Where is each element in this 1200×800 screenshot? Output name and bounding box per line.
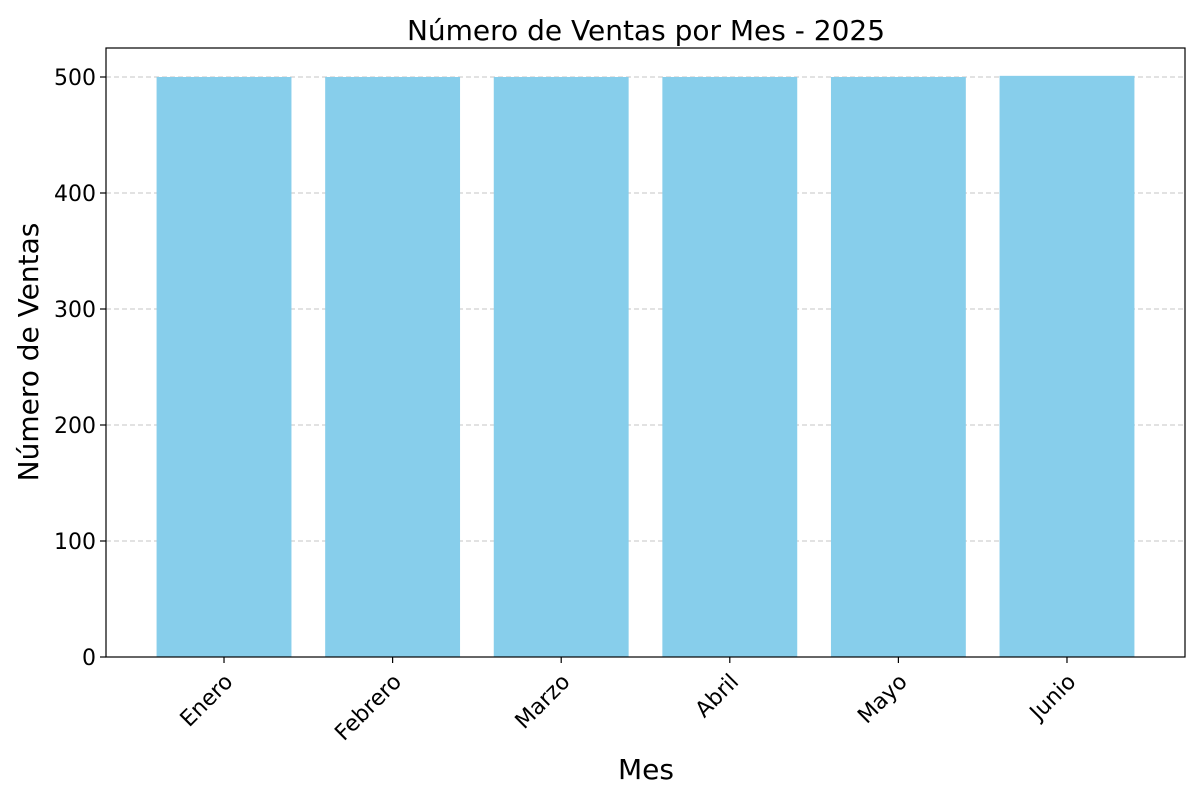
y-tick-label: 300: [54, 298, 96, 323]
chart-title: Número de Ventas por Mes - 2025: [407, 14, 885, 47]
bars: [156, 75, 1135, 658]
y-tick-label: 500: [54, 66, 96, 91]
bar-abril: [662, 77, 798, 657]
y-tick-label: 400: [54, 182, 96, 207]
x-tick-label: Abril: [691, 670, 744, 723]
x-axis-label: Mes: [618, 753, 674, 786]
y-axis-label: Número de Ventas: [12, 223, 45, 482]
bar-febrero: [325, 77, 461, 657]
x-tick-label: Junio: [1024, 670, 1081, 727]
x-tick-label: Febrero: [330, 670, 406, 746]
x-tick-label: Marzo: [511, 670, 576, 735]
x-axis-ticks: Enero Febrero Marzo Abril Mayo Junio: [176, 657, 1081, 746]
bar-mayo: [830, 77, 966, 657]
bar-marzo: [493, 77, 629, 657]
bar-junio: [999, 75, 1135, 658]
plot-area-frame: [105, 47, 1186, 658]
y-tick-label: 200: [54, 414, 96, 439]
y-tick-label: 0: [82, 646, 96, 671]
x-tick-label: Mayo: [853, 670, 912, 729]
y-tick-label: 100: [54, 530, 96, 555]
bar-enero: [156, 77, 292, 657]
x-tick-label: Enero: [176, 670, 239, 733]
y-axis-ticks: 0 100 200 300 400 500: [54, 66, 106, 671]
